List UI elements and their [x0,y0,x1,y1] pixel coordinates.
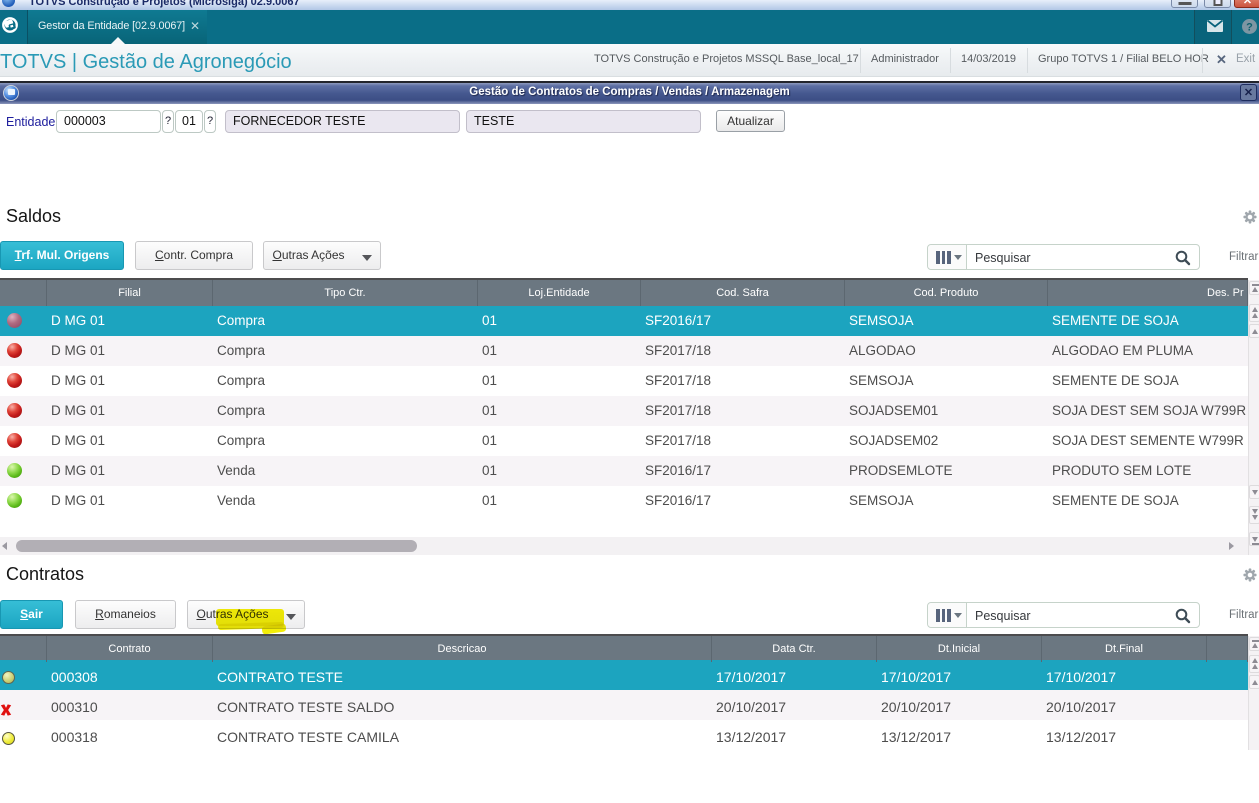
svg-text:?: ? [1246,21,1253,33]
